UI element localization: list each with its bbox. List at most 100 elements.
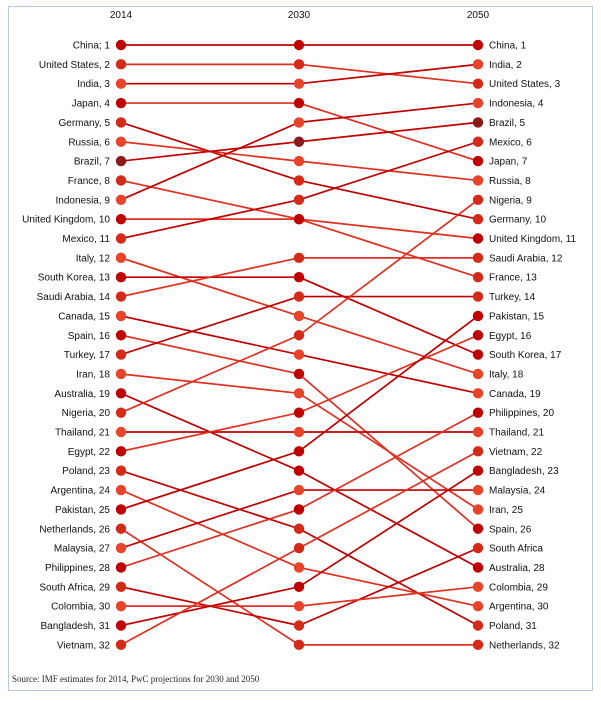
- right-label-rank-29: Colombia, 29: [489, 582, 548, 593]
- point-china-2030: [293, 39, 305, 51]
- point-iran-2050: [472, 504, 484, 515]
- point-indonesia-2014: [115, 194, 127, 205]
- point-spain-2030: [293, 368, 305, 380]
- line-italy-2014-2030: [120, 257, 300, 317]
- left-label-rank-32: Vietnam, 32: [57, 640, 111, 651]
- point-philippines-2030: [293, 504, 305, 515]
- right-label-rank-16: Egypt, 16: [489, 331, 532, 342]
- point-germany-2014: [115, 117, 127, 128]
- point-iran-2030: [293, 388, 305, 399]
- line-iran-2014-2030: [120, 373, 300, 395]
- line-indonesia-2014-2030: [120, 121, 300, 201]
- point-japan-2050: [472, 155, 484, 167]
- right-label-rank-31: Poland, 31: [489, 621, 537, 632]
- right-label-rank-23: Bangladesh, 23: [489, 466, 559, 477]
- left-label-rank-12: Italy, 12: [76, 253, 111, 264]
- left-label-rank-20: Nigeria, 20: [62, 408, 111, 419]
- point-pakistan-2030: [293, 446, 305, 457]
- left-label-rank-18: Iran, 18: [76, 369, 110, 380]
- point-vietnam-2014: [115, 639, 127, 651]
- point-pakistan-2014: [115, 504, 127, 515]
- point-pakistan-2050: [472, 310, 484, 322]
- point-australia-2050: [472, 562, 484, 573]
- line-mexico-2030-2050: [298, 140, 479, 201]
- point-india-2014: [115, 78, 127, 89]
- left-label-rank-14: Saudi Arabia, 14: [37, 292, 111, 303]
- point-italy-2050: [472, 368, 484, 380]
- point-egypt-2014: [115, 446, 127, 457]
- left-label-rank-11: Mexico, 11: [62, 234, 110, 245]
- left-label-rank-2: United States, 2: [39, 60, 111, 71]
- left-label-rank-16: Spain, 16: [68, 331, 111, 342]
- line-bangladesh-2030-2050: [298, 469, 479, 588]
- point-mexico-2030: [293, 194, 305, 205]
- point-united-kingdom-2014: [115, 213, 127, 225]
- right-label-rank-25: Iran, 25: [489, 505, 523, 516]
- line-colombia-2030-2050: [298, 585, 479, 607]
- right-label-rank-27: South Africa: [489, 544, 543, 555]
- left-label-rank-7: Brazil, 7: [74, 157, 111, 168]
- point-italy-2014: [115, 252, 127, 264]
- point-spain-2014: [115, 330, 127, 341]
- right-label-rank-26: Spain, 26: [489, 524, 532, 535]
- point-argentina-2030: [293, 562, 305, 573]
- right-label-rank-18: Italy, 18: [489, 369, 524, 380]
- point-mexico-2014: [115, 233, 127, 244]
- left-label-rank-8: France, 8: [68, 176, 111, 187]
- point-south-korea-2030: [293, 272, 305, 283]
- point-japan-2030: [293, 97, 305, 109]
- point-nigeria-2014: [115, 407, 127, 418]
- right-label-rank-30: Argentina, 30: [489, 602, 549, 613]
- point-australia-2014: [115, 388, 127, 399]
- point-malaysia-2014: [115, 542, 127, 554]
- point-japan-2014: [115, 97, 127, 109]
- line-malaysia-2014-2030: [120, 489, 300, 549]
- line-nigeria-2030-2050: [298, 199, 479, 336]
- column-header-2030: 2030: [288, 10, 311, 21]
- point-indonesia-2030: [293, 117, 305, 128]
- line-turkey-2014-2030: [120, 295, 300, 356]
- point-south-africa-2030: [293, 620, 305, 631]
- line-vietnam-2014-2030: [120, 547, 300, 646]
- point-united-states-2014: [115, 59, 127, 70]
- left-label-rank-25: Pakistan, 25: [55, 505, 110, 516]
- left-label-rank-4: Japan, 4: [72, 99, 111, 110]
- point-brazil-2014: [115, 155, 127, 167]
- point-south-africa-2050: [472, 542, 484, 554]
- point-brazil-2030: [293, 136, 305, 147]
- point-india-2050: [472, 59, 484, 70]
- point-italy-2030: [293, 310, 305, 322]
- point-bangladesh-2050: [472, 465, 484, 476]
- left-label-rank-1: China; 1: [73, 41, 111, 52]
- line-brazil-2030-2050: [298, 121, 479, 143]
- right-label-rank-19: Canada, 19: [489, 389, 541, 400]
- point-united-states-2030: [293, 59, 305, 70]
- line-spain-2014-2030: [120, 334, 300, 375]
- left-label-rank-27: Malaysia, 27: [54, 544, 111, 555]
- line-mexico-2014-2030: [120, 198, 300, 240]
- line-pakistan-2014-2030: [120, 450, 300, 511]
- column-header-2050: 2050: [467, 10, 490, 21]
- right-label-rank-22: Vietnam, 22: [489, 447, 543, 458]
- point-egypt-2050: [472, 330, 484, 341]
- right-label-rank-2: India, 2: [489, 60, 522, 71]
- point-china-2050: [472, 39, 484, 51]
- right-label-rank-13: France, 13: [489, 273, 537, 284]
- line-egypt-2030-2050: [298, 334, 479, 414]
- line-poland-2030-2050: [298, 528, 479, 627]
- point-philippines-2050: [472, 407, 484, 418]
- line-brazil-2014-2030: [120, 140, 300, 162]
- left-label-rank-13: South Korea, 13: [38, 273, 111, 284]
- point-russia-2014: [115, 136, 127, 147]
- left-label-rank-31: Bangladesh, 31: [40, 621, 110, 632]
- point-germany-2050: [472, 213, 484, 225]
- left-label-rank-3: India, 3: [77, 79, 110, 90]
- point-canada-2050: [472, 388, 484, 399]
- line-argentina-2014-2030: [120, 489, 300, 569]
- point-poland-2030: [293, 523, 305, 534]
- left-label-rank-10: United Kingdom, 10: [22, 215, 110, 226]
- point-colombia-2050: [472, 581, 484, 592]
- line-egypt-2014-2030: [120, 411, 300, 453]
- right-label-rank-1: China, 1: [489, 41, 527, 52]
